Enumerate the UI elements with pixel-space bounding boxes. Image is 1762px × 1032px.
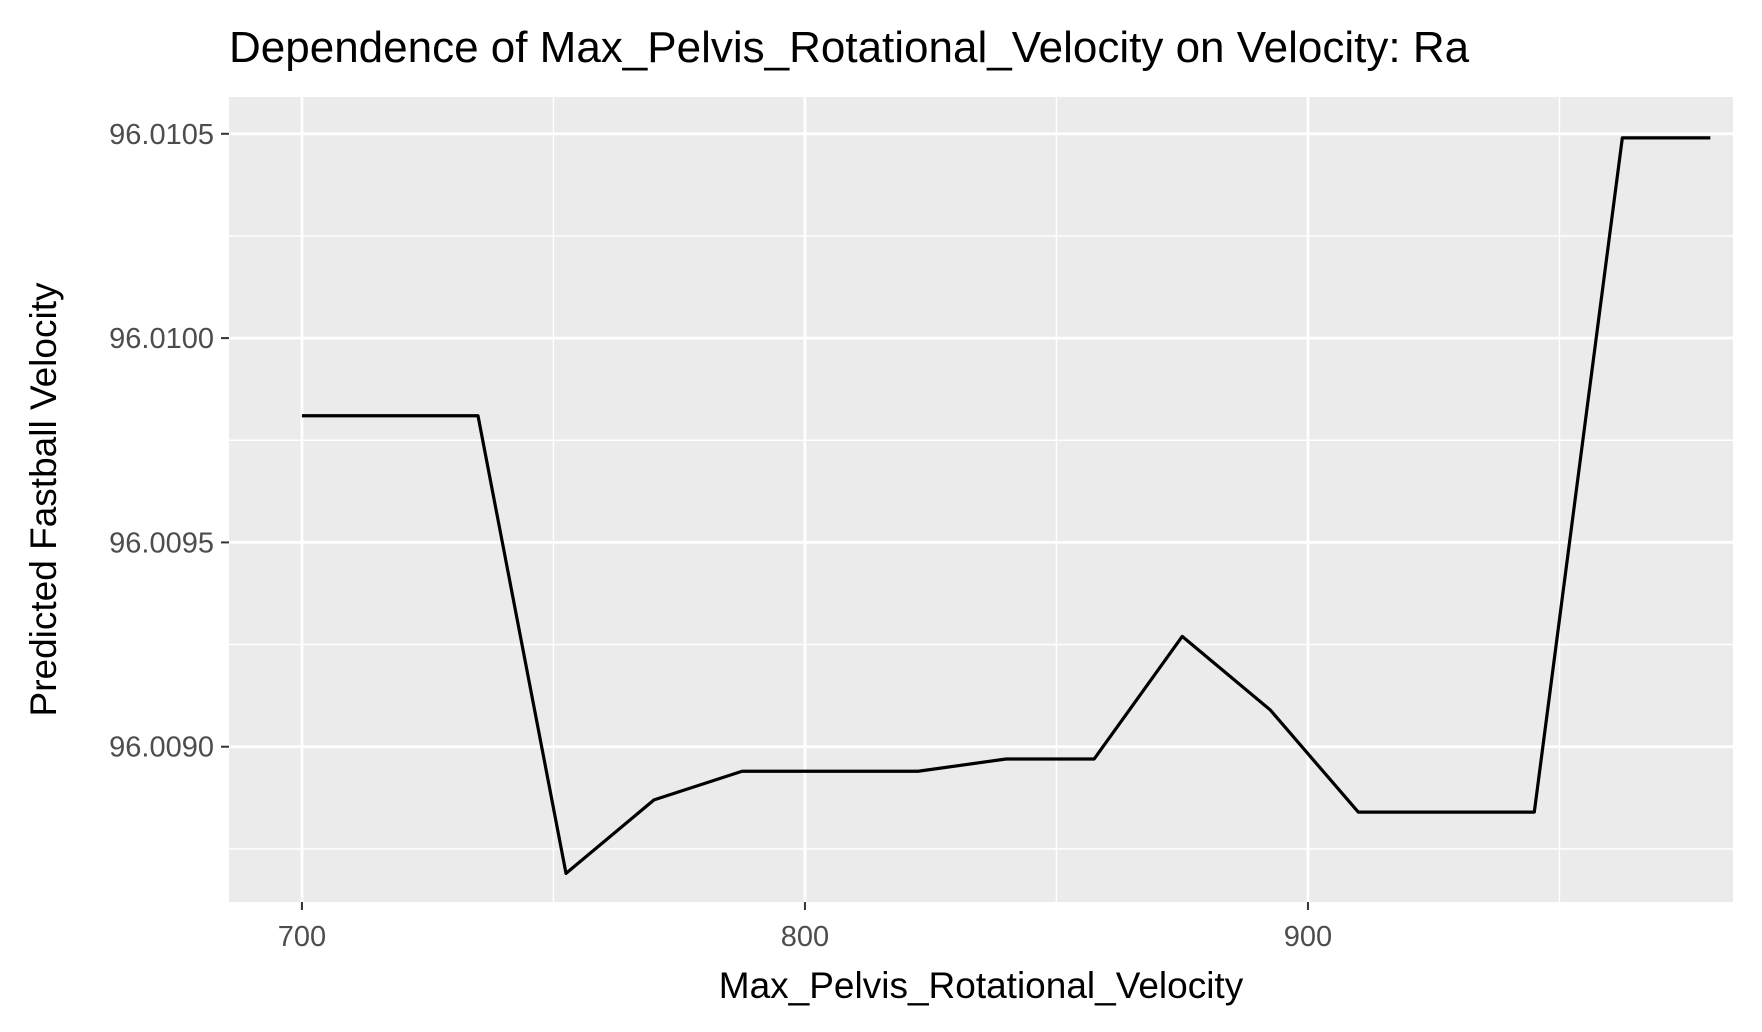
x-axis: 700 800 900 — [278, 902, 1332, 953]
plot-panel — [229, 97, 1733, 902]
y-tick-label: 96.0090 — [109, 732, 214, 764]
y-tick-label: 96.0100 — [109, 323, 214, 355]
series-group — [301, 136, 1711, 876]
y-axis: 96.0090 96.0095 96.0100 96.0105 — [109, 119, 229, 764]
grid-major — [229, 97, 1733, 902]
grid-minor — [229, 97, 1733, 902]
x-axis-title: Max_Pelvis_Rotational_Velocity — [719, 965, 1244, 1006]
x-tick-label: 900 — [1284, 921, 1332, 953]
x-tick-label: 700 — [278, 921, 326, 953]
y-tick-label: 96.0095 — [109, 527, 214, 559]
chart-title: Dependence of Max_Pelvis_Rotational_Velo… — [229, 23, 1470, 72]
y-tick-label: 96.0105 — [109, 119, 214, 151]
x-tick-label: 800 — [781, 921, 829, 953]
series-line — [301, 136, 1711, 876]
y-axis-title: Predicted Fastball Velocity — [23, 282, 64, 716]
